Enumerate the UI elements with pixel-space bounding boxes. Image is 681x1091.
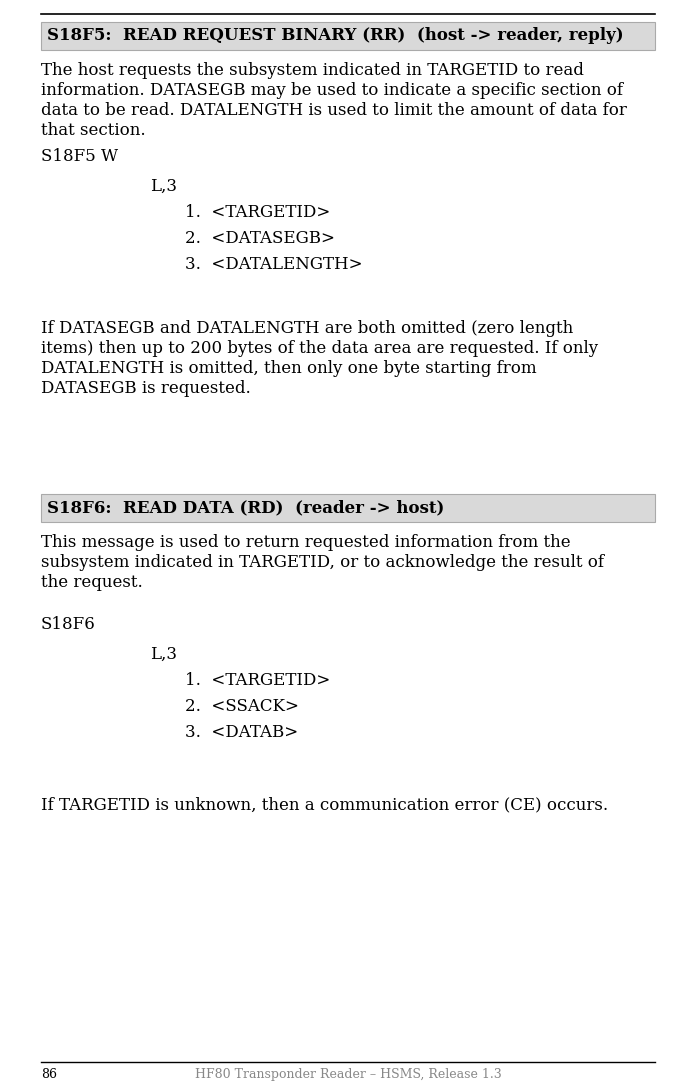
Text: This message is used to return requested information from the: This message is used to return requested… [41,533,571,551]
Text: DATASEGB is requested.: DATASEGB is requested. [41,380,251,397]
Text: L,3: L,3 [150,646,177,663]
Bar [41,22,655,50]
Text: that section.: that section. [41,122,146,139]
Text: L,3: L,3 [150,178,177,195]
Text: The host requests the subsystem indicated in TARGETID to read: The host requests the subsystem indicate… [41,62,584,79]
Text: S18F6: S18F6 [41,616,96,633]
Text: S18F5:  READ REQUEST BINARY (RR)  (host -> reader, reply): S18F5: READ REQUEST BINARY (RR) (host ->… [47,27,624,45]
Text: If TARGETID is unknown, then a communication error (CE) occurs.: If TARGETID is unknown, then a communica… [41,796,608,813]
Text: items) then up to 200 bytes of the data area are requested. If only: items) then up to 200 bytes of the data … [41,340,598,357]
Text: DATALENGTH is omitted, then only one byte starting from: DATALENGTH is omitted, then only one byt… [41,360,537,377]
Text: HF80 Transponder Reader – HSMS, Release 1.3: HF80 Transponder Reader – HSMS, Release … [195,1068,501,1081]
Text: 2.  <DATASEGB>: 2. <DATASEGB> [185,230,335,247]
Text: If DATASEGB and DATALENGTH are both omitted (zero length: If DATASEGB and DATALENGTH are both omit… [41,320,573,337]
Text: 1.  <TARGETID>: 1. <TARGETID> [185,672,330,690]
Text: 3.  <DATALENGTH>: 3. <DATALENGTH> [185,256,362,273]
Bar [41,494,655,521]
Text: 1.  <TARGETID>: 1. <TARGETID> [185,204,330,221]
Text: data to be read. DATALENGTH is used to limit the amount of data for: data to be read. DATALENGTH is used to l… [41,101,627,119]
Text: subsystem indicated in TARGETID, or to acknowledge the result of: subsystem indicated in TARGETID, or to a… [41,554,604,571]
Text: 86: 86 [41,1068,57,1081]
Text: S18F6:  READ DATA (RD)  (reader -> host): S18F6: READ DATA (RD) (reader -> host) [47,500,445,516]
Text: information. DATASEGB may be used to indicate a specific section of: information. DATASEGB may be used to ind… [41,82,623,99]
Text: S18F5 W: S18F5 W [41,148,118,165]
Text: 3.  <DATAB>: 3. <DATAB> [185,724,298,741]
Text: 2.  <SSACK>: 2. <SSACK> [185,698,299,715]
Text: the request.: the request. [41,574,143,591]
